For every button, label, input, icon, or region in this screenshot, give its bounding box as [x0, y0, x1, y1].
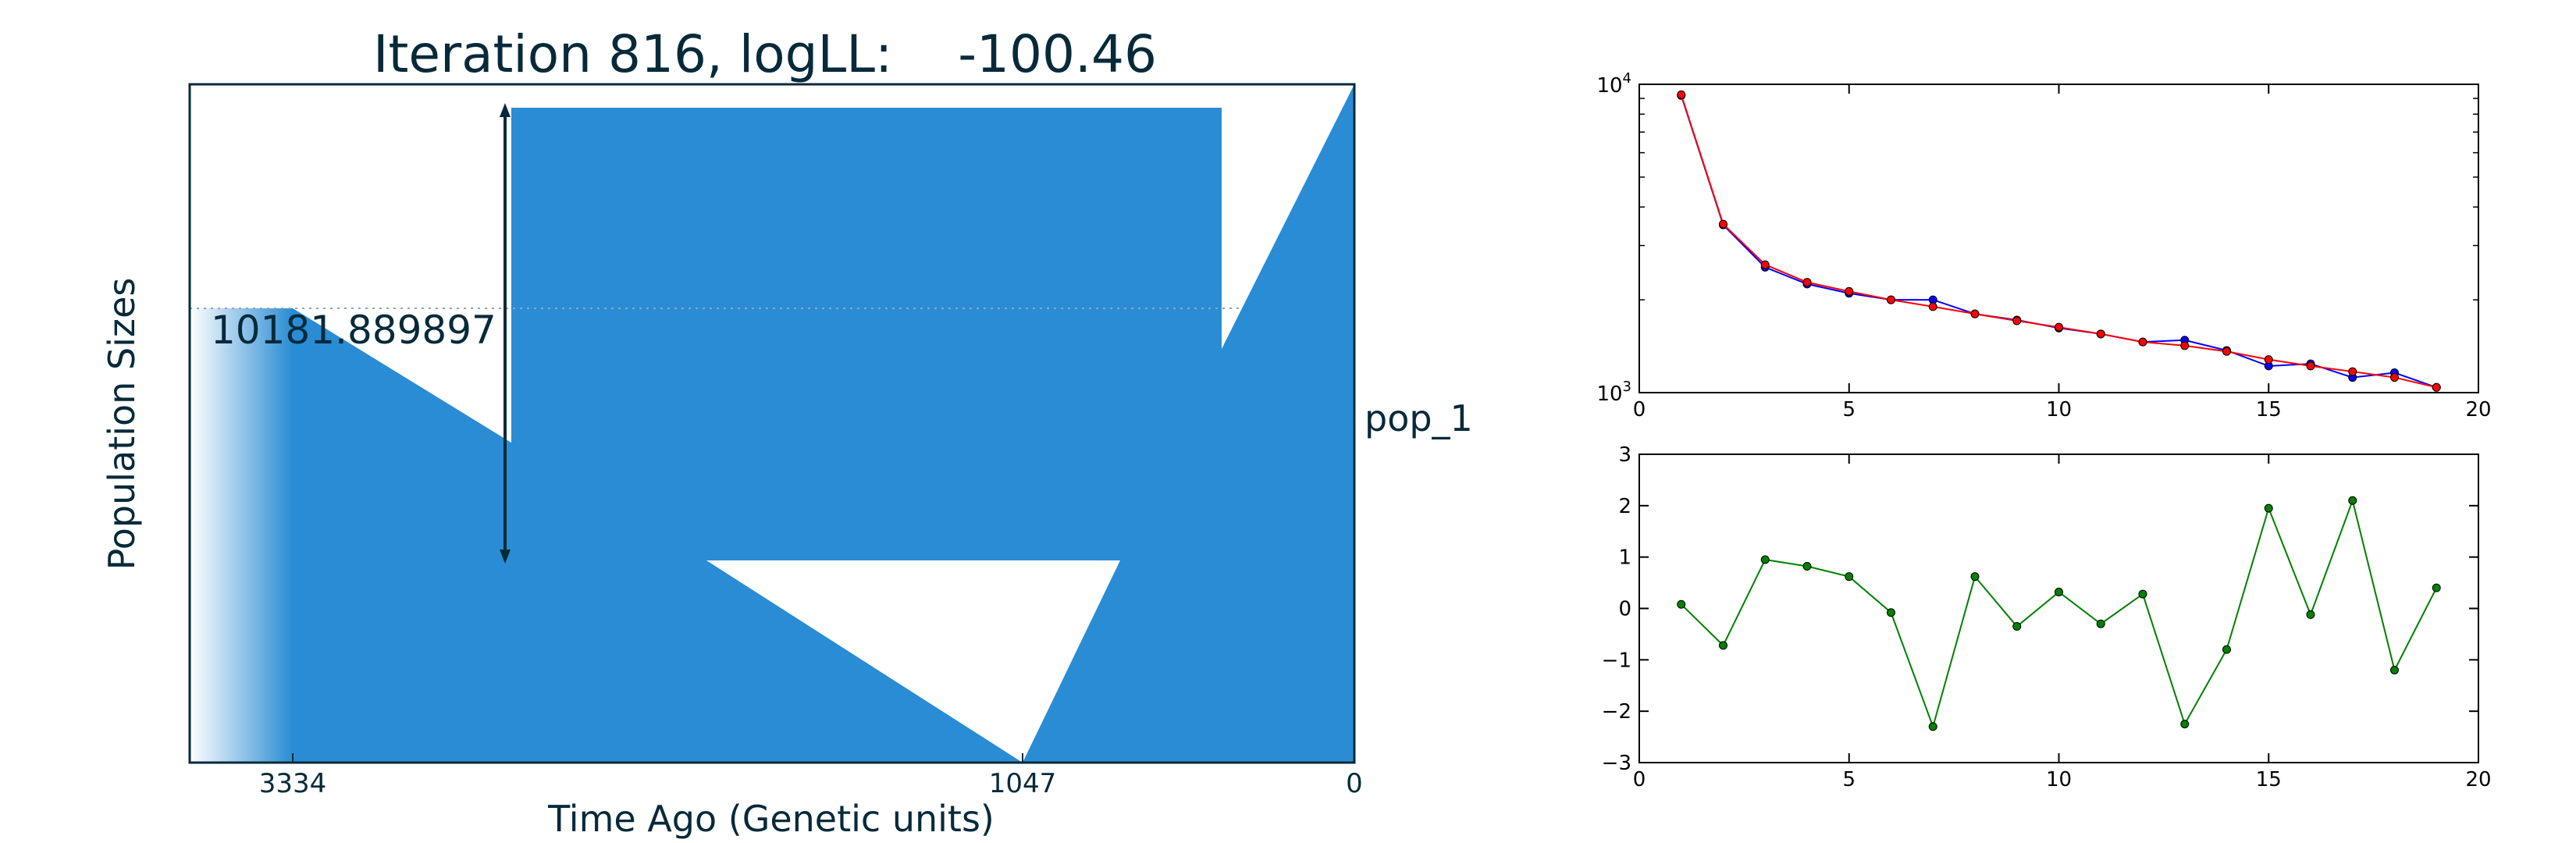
data-point: [2348, 496, 2357, 505]
x-tick-label: 0: [1633, 768, 1646, 791]
population-area: [190, 84, 1354, 763]
data-point: [2390, 373, 2399, 382]
data-point: [1677, 599, 1686, 609]
x-tick-label: 20: [2465, 768, 2491, 791]
reference-value-label: 10181.889897: [211, 308, 496, 353]
data-point: [1760, 555, 1770, 564]
x-tick-label: 0: [1346, 768, 1363, 799]
y-tick-label: −2: [1602, 700, 1631, 724]
double-arrow: [500, 103, 511, 564]
x-tick-label: 3334: [259, 768, 327, 799]
data-point: [2012, 622, 2022, 631]
data-point: [2306, 361, 2315, 371]
data-point: [1845, 286, 1854, 296]
data-point: [2055, 587, 2063, 596]
data-point: [2432, 583, 2441, 592]
data-point: [1928, 302, 1937, 311]
x-tick-label: 20: [2465, 398, 2491, 422]
series-line: [1681, 497, 2438, 730]
x-tick-label: 0: [1633, 398, 1646, 422]
y-tick-label: 104: [1596, 70, 1631, 98]
data-point: [2264, 503, 2273, 513]
data-point: [2348, 367, 2357, 376]
y-tick-label: 3: [1618, 443, 1631, 467]
data-point: [1760, 260, 1770, 269]
data-point: [1802, 278, 1812, 287]
y-tick-label: −3: [1602, 752, 1631, 775]
data-point: [1677, 90, 1686, 99]
x-tick-label: 5: [1842, 768, 1856, 791]
x-tick-label: 10: [2046, 768, 2072, 791]
data-point: [1887, 295, 1895, 304]
x-tick-label: 15: [2256, 768, 2282, 791]
data-point: [1928, 722, 1937, 731]
data-point: [1719, 219, 1727, 229]
x-tick-label: 5: [1842, 398, 1856, 422]
data-point: [2432, 382, 2441, 392]
data-point: [2264, 355, 2273, 365]
data-point: [2096, 329, 2105, 339]
x-tick-label: 15: [2256, 398, 2282, 422]
y-tick-label: 1: [1618, 546, 1631, 570]
population-plot: Iteration 816, logLL: -100.46 10181.8898…: [101, 24, 1473, 840]
chart-title: Iteration 816, logLL: -100.46: [373, 24, 1157, 84]
population-fade: [190, 308, 293, 763]
data-point: [1970, 572, 1980, 582]
series-line: [1680, 94, 2437, 389]
y-axis-label: Population Sizes: [101, 278, 143, 571]
data-point: [2390, 666, 2399, 674]
data-point: [2180, 720, 2190, 729]
y-tick-label: 0: [1618, 598, 1631, 621]
data-point: [2222, 347, 2231, 356]
data-point: [1719, 641, 1727, 650]
data-point: [2306, 610, 2315, 619]
data-point: [1887, 608, 1895, 617]
y-tick-label: −1: [1602, 649, 1631, 672]
data-point: [2180, 341, 2190, 350]
residual-plot: −3 −2 −1 0 1 2 3 0 5 10 15 20: [1602, 443, 2492, 791]
size-plot-frame: [1638, 84, 2479, 393]
x-tick-label: 1047: [989, 768, 1057, 799]
population-axes-frame: [188, 83, 1356, 764]
population-label: pop_1: [1364, 397, 1473, 439]
y-tick-label: 103: [1596, 379, 1631, 406]
x-tick-label: 10: [2046, 398, 2072, 422]
data-point: [1970, 309, 1980, 318]
data-point: [2012, 316, 2022, 325]
size-plot: 103 104 0 5 10 15 20: [1596, 70, 2491, 422]
x-axis-label: Time Ago (Genetic units): [547, 798, 994, 840]
data-point: [2138, 337, 2147, 347]
data-point: [2096, 619, 2105, 628]
data-point: [2138, 589, 2147, 599]
data-point: [2055, 322, 2063, 332]
data-point: [2222, 645, 2231, 654]
y-tick-label: 2: [1618, 495, 1631, 518]
series-line: [1680, 94, 2437, 389]
data-point: [1802, 562, 1812, 571]
data-point: [1845, 572, 1854, 582]
